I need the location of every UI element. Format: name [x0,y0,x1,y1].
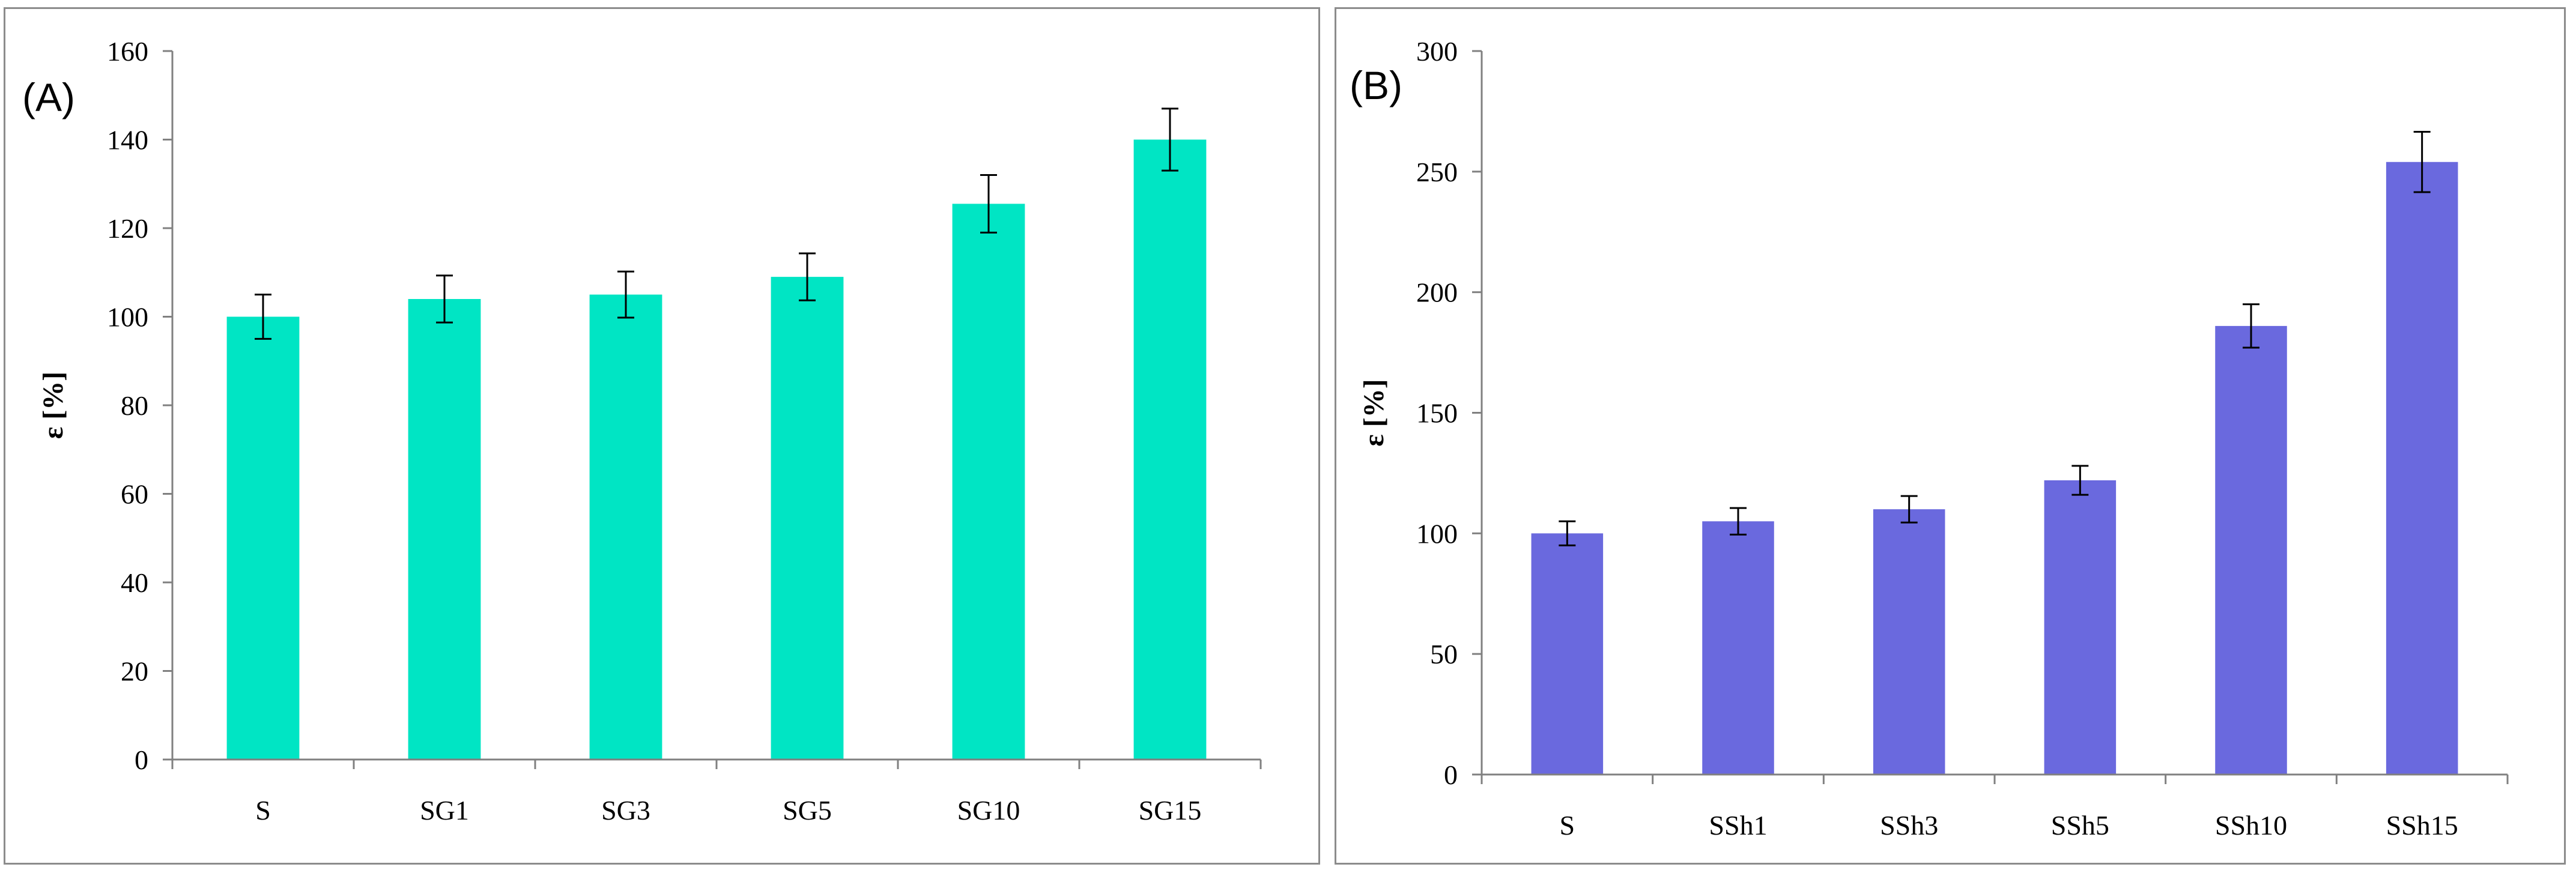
chart-a-error-bar-0 [255,294,271,340]
chart-a-ytick-label-2: 40 [121,567,148,598]
chart-b-bar-5 [2386,162,2458,775]
chart-b-error-bar-3 [2071,465,2089,496]
chart-a-error-bar-2 [617,270,634,319]
chart-a-error-bar-4 [980,174,997,234]
chart-b-ytick-label-1: 50 [1430,639,1458,669]
chart-a-bar-5 [1133,139,1207,760]
chart-b-error-bar-1 [1730,507,1747,536]
chart-a-bar-3 [771,277,844,760]
chart-b-error-bar-4 [2243,303,2259,349]
chart-b-bar-1 [1702,521,1774,775]
chart-a-ytick-label-4: 80 [121,390,148,421]
chart-a-ytick-label-0: 0 [135,745,148,775]
chart-a-xtick-label-2: SG3 [601,795,650,826]
chart-b-xtick-label-2: SSh3 [1880,810,1938,841]
chart-a-ytick-label-8: 160 [107,36,148,67]
chart-b-xtick-label-4: SSh10 [2215,810,2287,841]
chart-b-ytick-label-2: 100 [1416,518,1458,549]
chart-a-bar-4 [952,204,1025,760]
chart-b-error-bar-5 [2413,131,2431,193]
chart-a-xtick-label-5: SG15 [1139,795,1202,826]
chart-b-panel-label: (B) [1350,63,1402,107]
chart-b-bar-4 [2215,325,2287,775]
chart-panel-b: (B) ε [%] S SSh1 SSh3 SSh5 SSh10 SSh15 0 50 100 150… [1335,7,2566,865]
chart-a-bar-2 [589,294,662,760]
chart-a-bar-0 [226,316,300,760]
chart-a-ytick-label-6: 120 [107,213,148,244]
chart-a-ytick-label-1: 20 [121,656,148,687]
chart-b-error-bar-2 [1900,495,1918,524]
chart-b-ylabel: ε [%] [1358,379,1390,446]
chart-a-error-bar-3 [799,252,816,301]
chart-b-ytick-label-4: 200 [1416,277,1458,308]
chart-a-ytick-label-5: 100 [107,302,148,333]
chart-b-xtick-label-3: SSh5 [2051,810,2109,841]
chart-panel-a: (A) ε [%] S SG1 SG3 SG5 SG10 SG15 0 20 40 60 80 100 12… [4,7,1320,865]
chart-b-bar-2 [1873,509,1945,775]
chart-b-xtick-label-1: SSh1 [1709,810,1767,841]
chart-b-ytick-label-5: 250 [1416,157,1458,187]
chart-b-ytick-label-0: 0 [1444,760,1458,790]
chart-a-xtick-label-0: S [255,795,271,826]
chart-a-bar-1 [408,299,481,760]
chart-b-bar-3 [2044,480,2117,775]
chart-b-ytick-label-6: 300 [1416,36,1458,67]
chart-a-xtick-label-1: SG1 [420,795,469,826]
chart-b-xtick-label-5: SSh15 [2386,810,2458,841]
chart-b-error-bar-0 [1559,520,1576,546]
chart-b-ytick-label-3: 150 [1416,398,1458,429]
chart-a-xtick-label-4: SG10 [957,795,1020,826]
chart-a-panel-label: (A) [22,75,75,119]
chart-a-ylabel: ε [%] [37,372,69,439]
chart-a-ytick-label-3: 60 [121,479,148,510]
chart-b-bar-0 [1531,533,1604,775]
chart-b-svg: (B) ε [%] S SSh1 SSh3 SSh5 SSh10 SSh15 0 50 100 150… [1350,36,2509,841]
chart-a-error-bar-1 [436,274,453,324]
chart-a-svg: (A) ε [%] S SG1 SG3 SG5 SG10 SG15 0 20 40 60 80 100 12… [22,36,1262,826]
chart-b-xtick-label-0: S [1560,810,1575,841]
chart-a-error-bar-5 [1162,107,1178,172]
chart-a-xtick-label-3: SG5 [783,795,832,826]
chart-a-ytick-label-7: 140 [107,125,148,156]
